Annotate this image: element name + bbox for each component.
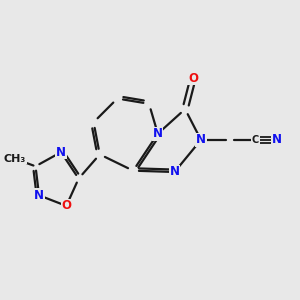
Text: N: N bbox=[34, 189, 44, 202]
Text: N: N bbox=[169, 166, 179, 178]
Text: N: N bbox=[196, 134, 206, 146]
Text: O: O bbox=[61, 200, 71, 212]
Text: N: N bbox=[272, 134, 282, 146]
Text: C: C bbox=[252, 135, 259, 145]
Text: CH₃: CH₃ bbox=[4, 154, 26, 164]
Text: N: N bbox=[56, 146, 66, 159]
Text: N: N bbox=[153, 127, 163, 140]
Text: O: O bbox=[188, 72, 198, 85]
